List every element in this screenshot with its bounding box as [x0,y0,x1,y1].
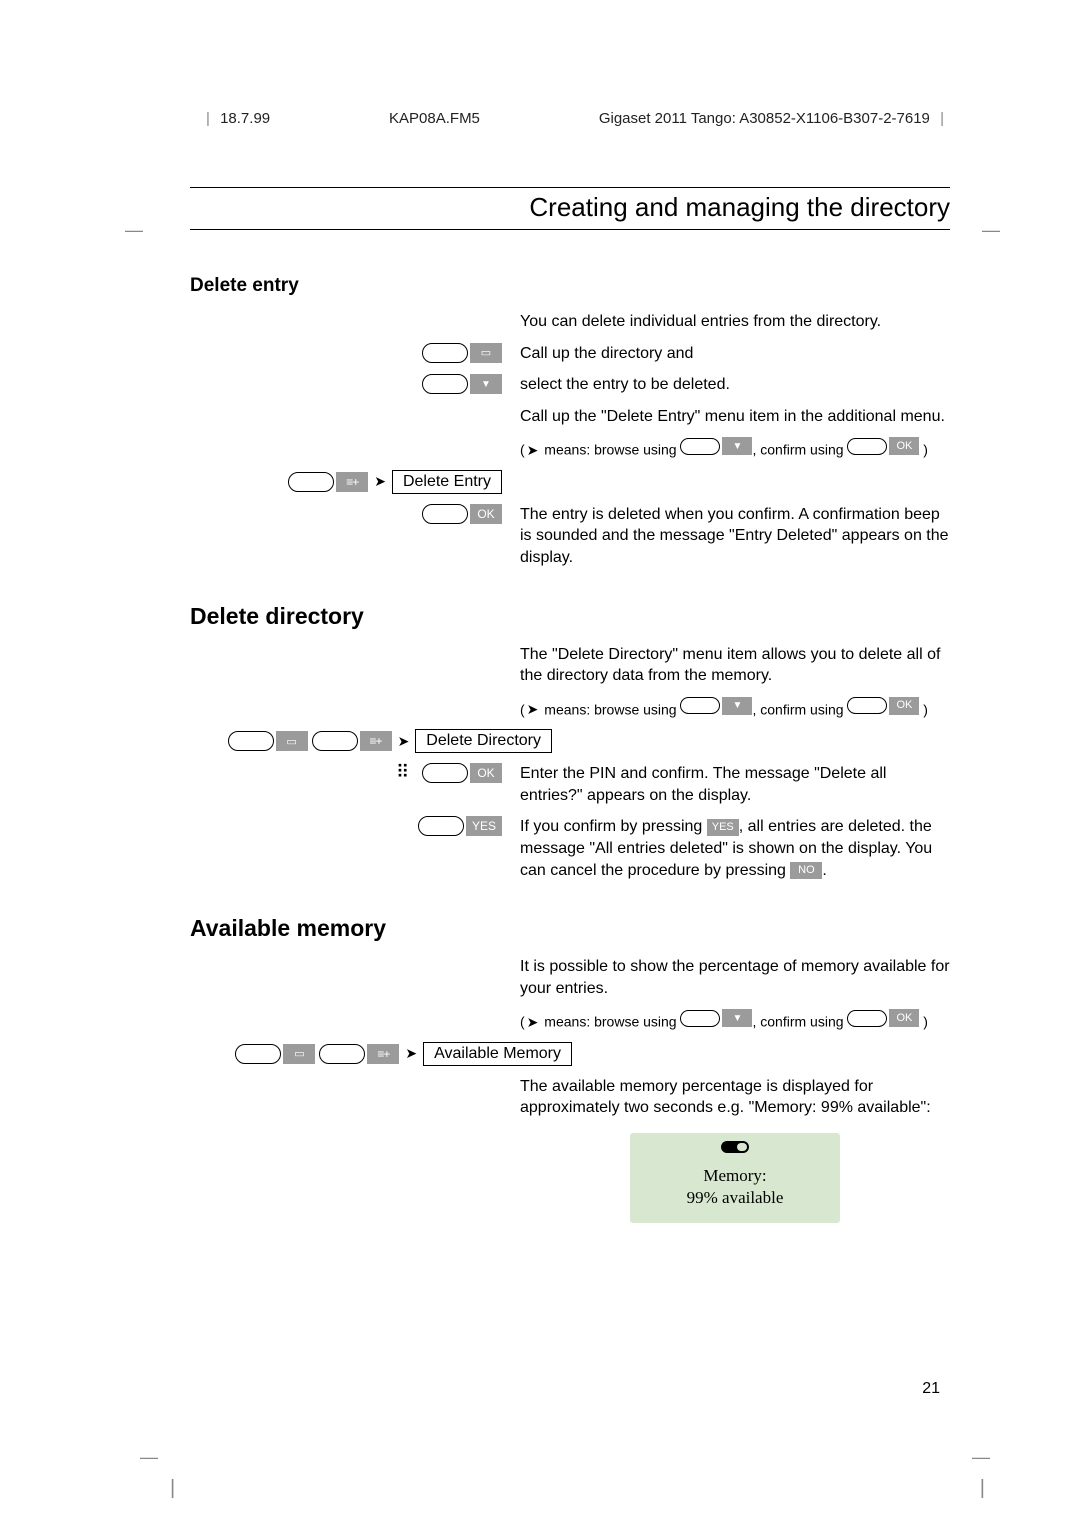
keypad-icon [396,763,416,783]
header-file: KAP08A.FM5 [389,110,480,127]
hint: ( [520,1014,525,1030]
text: Call up the "Delete Entry" menu item in … [520,406,950,428]
arrow-icon: ➤ [374,473,386,490]
page-title: Creating and managing the directory [190,187,950,230]
header-model: Gigaset 2011 Tango: A30852-X1106-B307-2-… [599,110,930,127]
text: The entry is deleted when you confirm. A… [520,504,950,569]
menu-item-available-memory: Available Memory [423,1042,572,1066]
hint-text: (➤ means: browse using , confirm using O… [520,1009,950,1031]
key-sequence: ➤ Delete Entry [288,470,502,494]
display-line: 99% available [640,1187,830,1209]
header-date: 18.7.99 [220,110,270,127]
key-sequence: ➤ Available Memory [235,1042,572,1066]
arrow-icon: ➤ [398,733,410,750]
hint: ) [919,1014,928,1030]
book-icon [283,1044,315,1064]
heading-delete-directory: Delete directory [190,603,950,630]
arrow-icon: ➤ [527,1014,539,1030]
arrow-icon: ➤ [527,442,539,458]
softkey-down [422,374,502,394]
softkey-directory [422,343,502,363]
doc-header: | 18.7.99 KAP08A.FM5 Gigaset 2011 Tango:… [190,110,950,127]
text-part: If you confirm by pressing [520,818,707,835]
text: It is possible to show the percentage of… [520,956,950,999]
header-sep: | [940,110,944,127]
crop-mark: | [980,1477,985,1500]
down-arrow-icon [722,697,752,715]
header-sep: | [206,110,210,127]
page-number: 21 [922,1380,940,1398]
softkey-ok: OK [422,504,502,524]
display-screen: Memory: 99% available [630,1133,840,1223]
softkey-yes: YES [418,816,502,836]
hint: ) [919,701,928,717]
crop-mark: — [140,1447,158,1468]
arrow-icon: ➤ [405,1045,417,1062]
crop-mark: — [972,1447,990,1468]
ok-badge: OK [889,697,919,715]
menu-item-delete-entry: Delete Entry [392,470,502,494]
hint: ( [520,442,525,458]
ok-badge: OK [889,1009,919,1027]
menu-icon [367,1044,399,1064]
crop-mark: — [982,220,1000,241]
down-arrow-icon [722,1009,752,1027]
key-sequence: ➤ Delete Directory [228,729,552,753]
ok-badge: OK [470,504,502,524]
hint: , confirm using [752,701,843,717]
yes-badge: YES [707,819,739,836]
hint-text: (➤ means: browse using , confirm using O… [520,697,950,719]
down-arrow-icon [722,437,752,455]
heading-delete-entry: Delete entry [190,275,950,297]
text: The available memory percentage is displ… [520,1076,950,1119]
hint: means: browse using [540,701,676,717]
text-part: . [822,862,826,879]
down-arrow-icon [470,374,502,394]
crop-mark: | [170,1477,175,1500]
hint: , confirm using [752,1014,843,1030]
menu-icon [360,731,392,751]
text: Call up the directory and [520,343,950,365]
hint: ( [520,701,525,717]
text: If you confirm by pressing YES, all entr… [520,816,950,881]
menu-item-delete-directory: Delete Directory [415,729,552,753]
text: Enter the PIN and confirm. The message "… [520,763,950,806]
hint: means: browse using [540,442,676,458]
text: You can delete individual entries from t… [520,311,950,333]
text: The "Delete Directory" menu item allows … [520,644,950,687]
ok-badge: OK [470,763,502,783]
display-line: Memory: [640,1165,830,1187]
arrow-icon: ➤ [527,701,539,717]
hint-text: (➤ means: browse using , confirm using O… [520,437,950,459]
no-badge: NO [790,862,822,879]
book-icon [276,731,308,751]
display-indicator-icon [721,1141,749,1153]
hint: ) [919,442,928,458]
crop-mark: — [125,220,143,241]
hint: , confirm using [752,442,843,458]
heading-available-memory: Available memory [190,915,950,942]
softkey-ok: OK [422,763,502,783]
menu-icon [336,472,368,492]
hint: means: browse using [540,1014,676,1030]
text: select the entry to be deleted. [520,374,950,396]
ok-badge: OK [889,437,919,455]
yes-badge: YES [466,816,502,836]
book-icon [470,343,502,363]
